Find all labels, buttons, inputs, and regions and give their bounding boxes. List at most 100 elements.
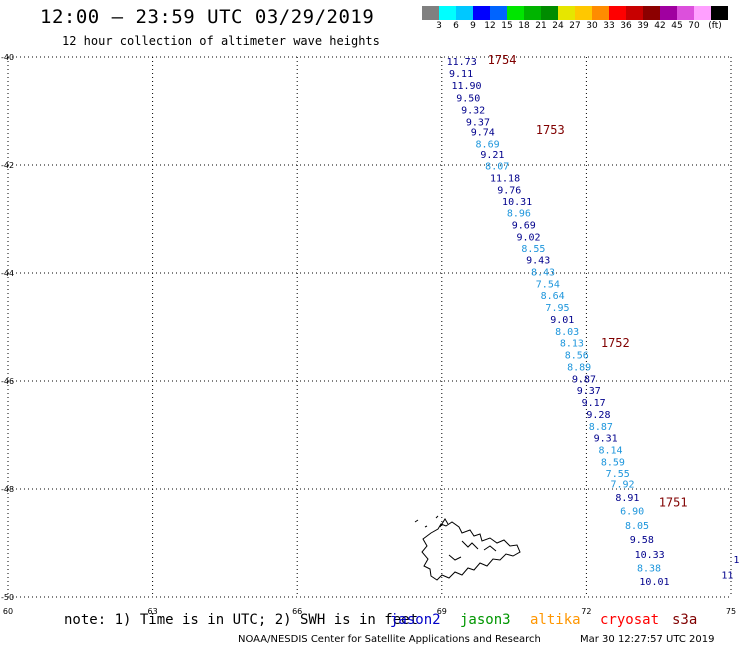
credits: NOAA/NESDIS Center for Satellite Applica… [238,634,541,645]
wave-height-label: 8.55 [521,244,545,255]
time-labels: 1754 1753 1752 1751 [488,53,688,509]
wave-height-label: 9.69 [512,220,536,231]
wave-height-label: 9.31 [594,434,618,445]
colorbar-swatch [439,6,456,20]
wave-height-label: 9.11 [449,69,473,80]
wave-height-label: 11.90 [451,81,481,92]
x-tick-label: 69 [437,607,447,616]
wave-height-label: 8.69 [476,139,500,150]
wave-height-label: 9.76 [497,185,521,196]
x-tick-label: 60 [3,607,13,616]
axis-labels: 60 63 66 69 72 75 -40 -42 -44 -46 -48 -50 [1,53,736,616]
wave-height-label: 8.59 [601,457,625,468]
colorbar-swatch [626,6,643,20]
time-label: 1754 [488,53,517,67]
colorbar-swatch [456,6,473,20]
colorbar-swatch [694,6,711,20]
y-tick-label: -50 [1,593,14,602]
colorbar-swatch [575,6,592,20]
wave-height-label: 7.55 [606,469,630,480]
colorbar-labels: 3 6 9 12 15 18 21 24 27 30 33 36 39 42 45 70 (ft) [422,21,740,33]
colorbar-swatch [473,6,490,20]
grid-lines [7,56,732,598]
wave-height-label: 6.90 [620,507,644,518]
wave-height-label: 8.13 [560,339,584,350]
colorbar-swatch [490,6,507,20]
y-tick-label: -42 [1,161,14,170]
wave-height-label: 9.02 [517,232,541,243]
colorbar-label: 21 [535,21,547,31]
x-tick-label: 75 [726,607,736,616]
wave-height-label: 8.05 [625,521,649,532]
wave-height-label: 8.03 [555,327,579,338]
colorbar-label: 9 [470,21,476,31]
colorbar-label: 6 [453,21,459,31]
generated-timestamp: Mar 30 12:27:57 UTC 2019 [580,634,715,645]
wave-height-label: 8.38 [637,563,661,574]
wave-height-label: 8.89 [567,362,591,373]
colorbar-swatch [507,6,524,20]
colorbar-label: 33 [603,21,615,31]
colorbar-label: 30 [586,21,598,31]
colorbar-label: 12 [484,21,496,31]
wave-height-label: 9.74 [471,128,495,139]
colorbar-swatch [541,6,558,20]
wave-height-label: 9.32 [461,105,485,116]
colorbar-label: 18 [518,21,530,31]
colorbar-label: 39 [637,21,649,31]
y-tick-label: -40 [1,53,14,62]
colorbar-label: 3 [436,21,442,31]
wave-height-label: 8.91 [615,493,639,504]
wave-height-label: 9.37 [466,117,490,128]
time-label: 1753 [536,123,565,137]
wave-height-label: 10.31 [502,197,532,208]
colorbar-swatch [711,6,728,20]
y-tick-label: -44 [1,269,14,278]
wave-height-label: 7.54 [536,279,560,290]
time-label: 1751 [659,496,688,510]
wave-height-label: 9.21 [480,150,504,161]
wave-height-label: 9.37 [577,386,601,397]
map-subtitle: 12 hour collection of altimeter wave hei… [62,34,380,48]
wave-height-label: 9.17 [582,398,606,409]
wave-height-label: 10 [733,555,740,566]
colorbar-label: 27 [569,21,581,31]
colorbar-swatch [524,6,541,20]
legend-jason3: jason3 [460,612,511,628]
time-label: 1752 [601,336,630,350]
colorbar-label: 70 [688,21,700,31]
wave-height-label: 7.95 [545,303,569,314]
colorbar-swatch [660,6,677,20]
colorbar-swatch [422,6,439,20]
legend-s3a: s3a [672,612,698,628]
wave-height-label: 8.43 [531,267,555,278]
kerguelen-island [414,515,521,581]
wave-height-label: 9.50 [456,94,480,105]
x-tick-label: 63 [148,607,158,616]
legend-cryosat: cryosat [600,612,660,628]
wave-height-label: 11.73 [447,57,477,68]
wave-height-label: 9.01 [550,315,574,326]
wave-height-label: 10.33 [635,550,665,561]
legend-altika: altika [530,612,581,628]
y-tick-label: -46 [1,377,14,386]
wave-height-label: 8.96 [507,209,531,220]
wave-height-label: 11 [721,570,733,581]
wave-height-label: 9.43 [526,256,550,267]
colorbar-label: 45 [671,21,683,31]
wave-height-label: 8.07 [485,162,509,173]
wave-height-labels: 11.739.1111.909.509.329.379.748.699.218.… [447,57,740,588]
wave-height-label: 11.18 [490,173,520,184]
wave-height-label: 7.92 [611,480,635,491]
colorbar-label: 42 [654,21,666,31]
wave-height-label: 8.56 [565,351,589,362]
colorbar-label: 24 [552,21,564,31]
legend-jason2: jason2 [390,612,441,628]
units-note: note: 1) Time is in UTC; 2) SWH is in fe… [64,612,419,628]
wave-height-label: 8.64 [541,291,565,302]
wave-height-label: 10.01 [639,577,669,588]
colorbar-label: 36 [620,21,632,31]
wave-height-label: 9.87 [572,374,596,385]
map-title: 12:00 – 23:59 UTC 03/29/2019 [40,6,375,28]
